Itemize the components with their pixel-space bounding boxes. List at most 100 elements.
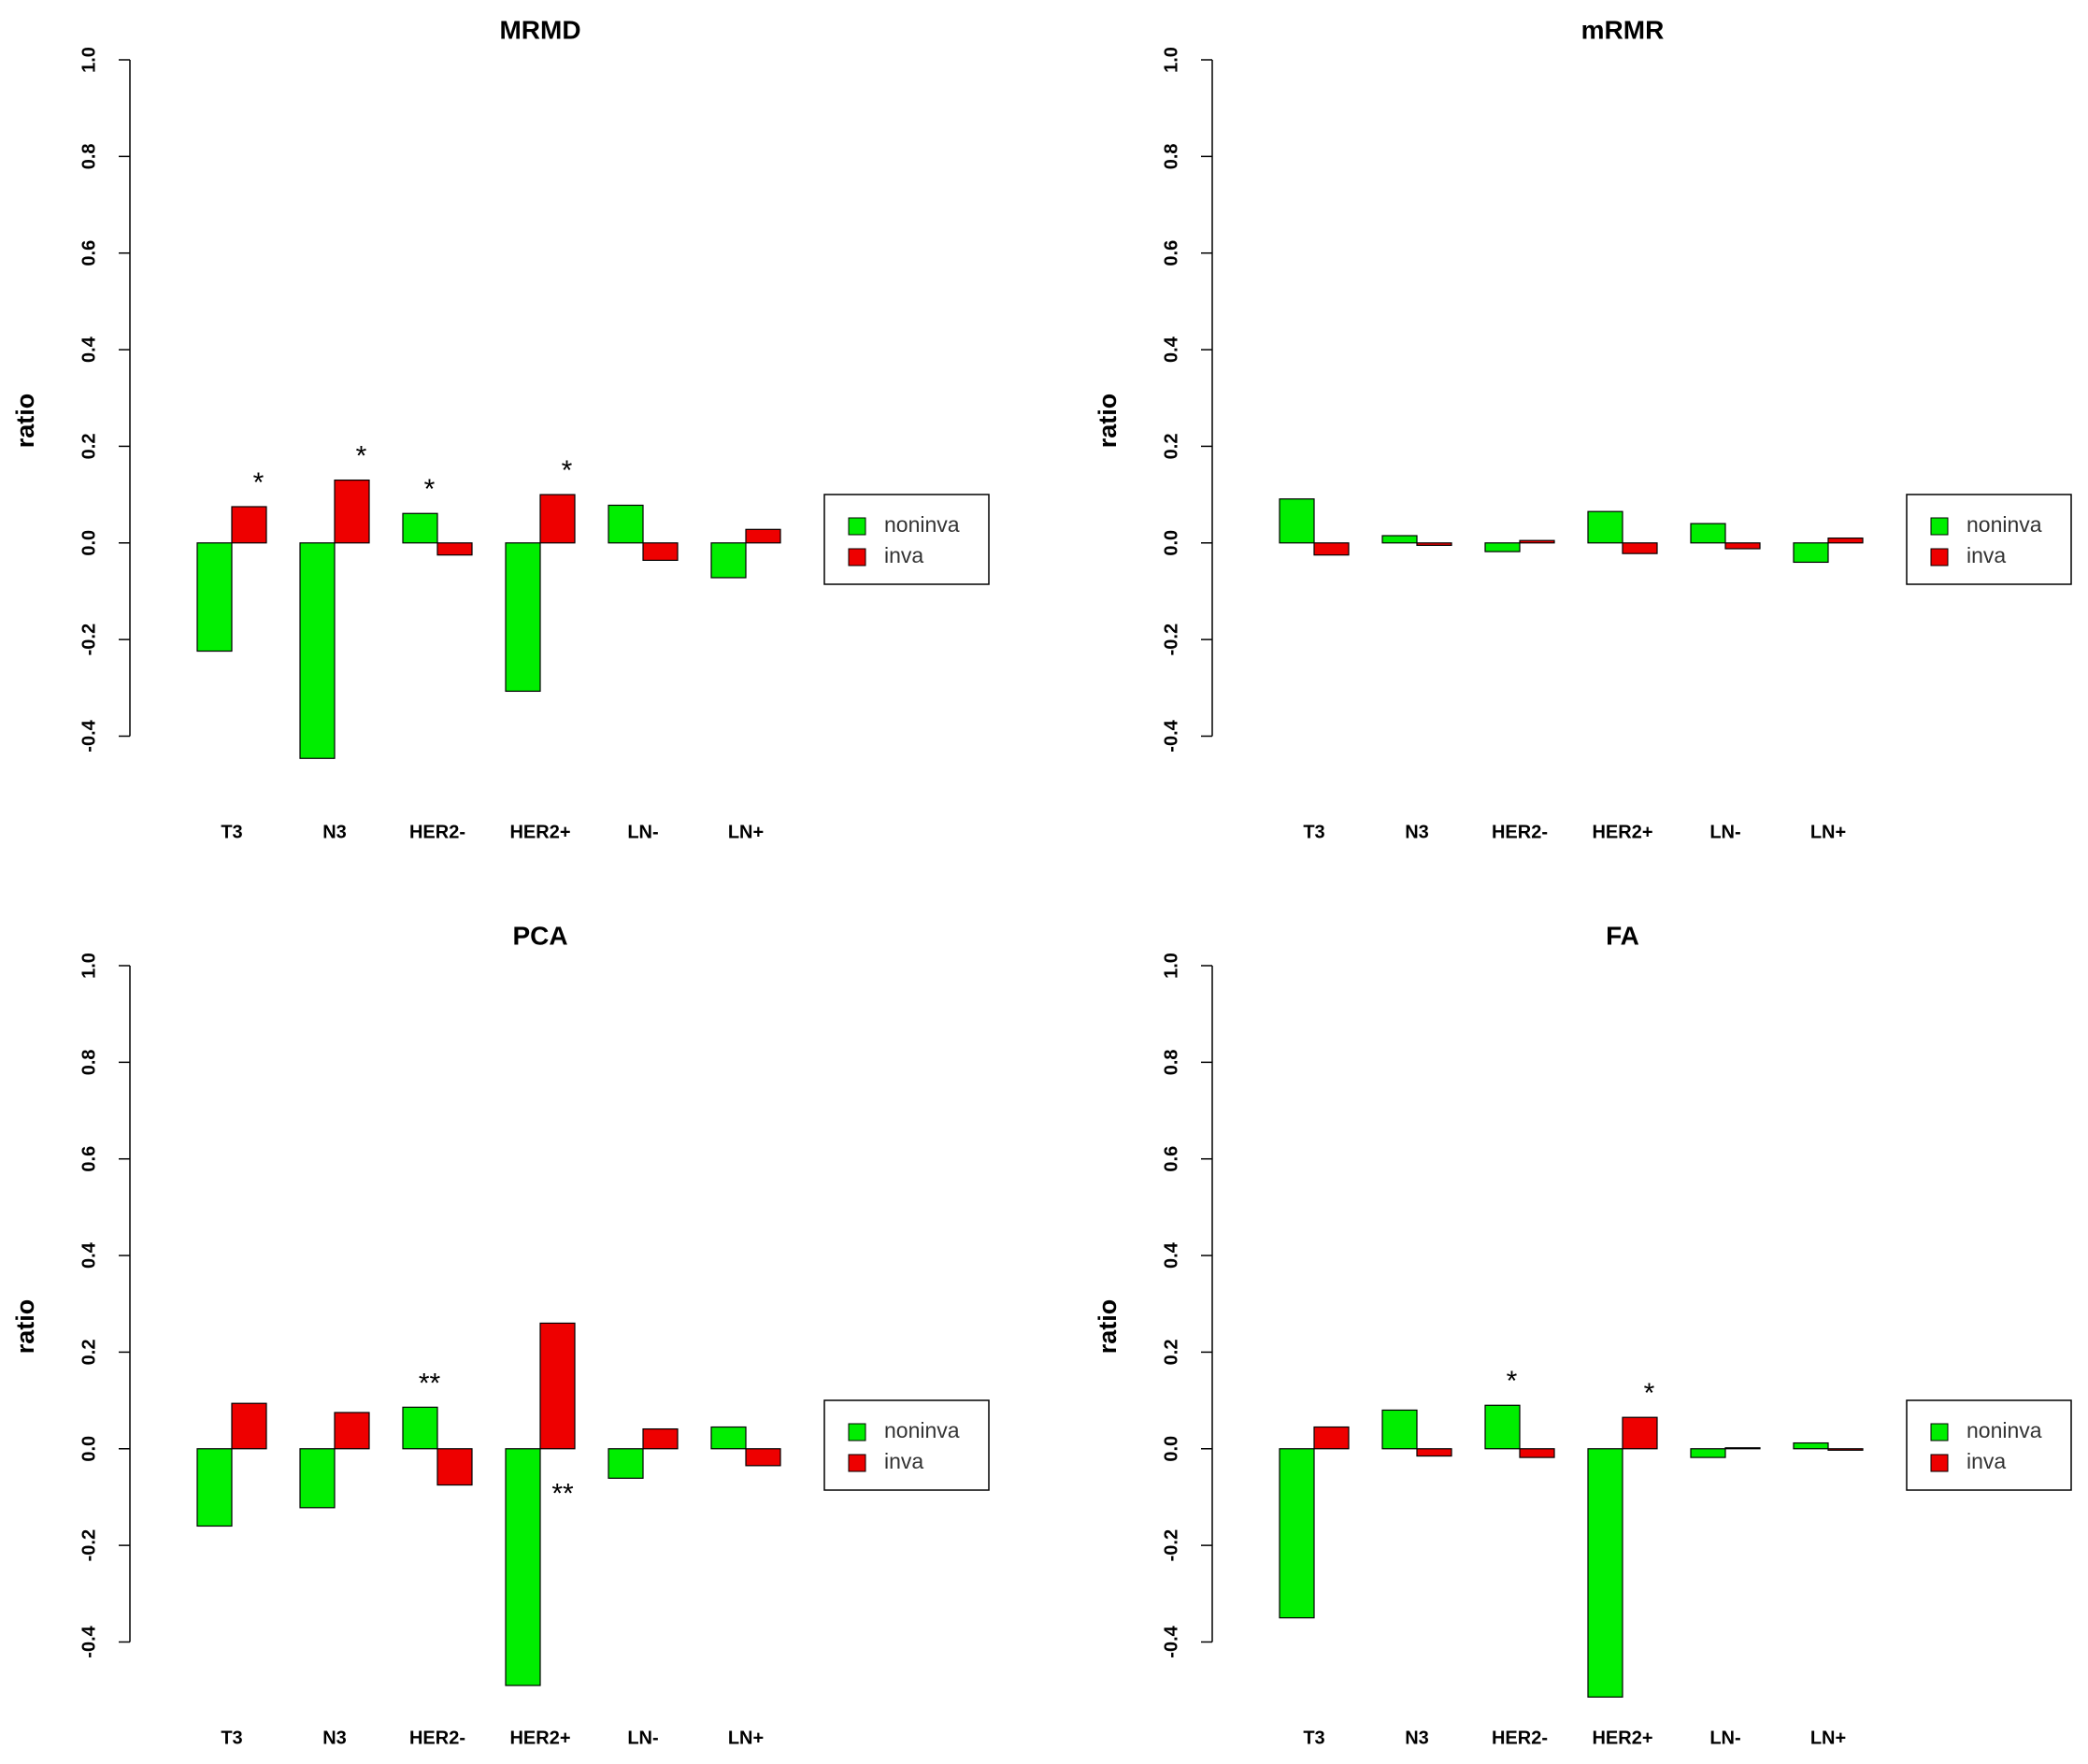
bar — [745, 528, 781, 544]
significance-annotation: * — [562, 455, 573, 486]
chart-panel: MRMD ratio -0.4 -0.2 0.0 0.2 0.4 0.6 0.8 1.0 T3 * N3… — [11, 15, 990, 842]
x-category-label: HER2- — [409, 1728, 465, 1748]
chart-title: PCA — [512, 921, 567, 950]
legend-label: noninva — [1966, 512, 2042, 537]
y-tick-label: 0.8 — [1161, 1049, 1181, 1075]
legend-label: inva — [884, 543, 923, 567]
legend-swatch — [1930, 517, 1949, 536]
legend-label: noninva — [884, 512, 960, 537]
x-category-label: HER2- — [1492, 822, 1548, 842]
legend-box — [823, 494, 990, 585]
y-tick-label: 0.2 — [79, 1340, 99, 1366]
bar — [1827, 538, 1864, 544]
bar — [642, 542, 679, 561]
legend-label: inva — [1966, 543, 2006, 567]
legend-label: noninva — [1966, 1418, 2042, 1442]
bar — [608, 1448, 644, 1479]
significance-annotation: * — [1507, 1366, 1518, 1397]
x-category-label: N3 — [1405, 1728, 1429, 1748]
x-category-label: HER2+ — [1592, 822, 1652, 842]
legend-label: inva — [1966, 1449, 2006, 1473]
bar — [539, 1322, 576, 1450]
x-category-label: HER2+ — [509, 1728, 570, 1748]
bar — [642, 1427, 679, 1450]
y-tick-label: -0.2 — [79, 624, 99, 655]
y-tick-label: 0.6 — [1161, 240, 1181, 266]
y-tick-label: 0.4 — [1161, 336, 1181, 363]
y-tick-label: 0.4 — [79, 1241, 99, 1269]
bar — [196, 1448, 233, 1527]
legend-swatch — [848, 517, 866, 536]
legend-swatch — [1930, 1454, 1949, 1472]
y-tick-label: 1.0 — [79, 47, 99, 73]
y-tick-label: 0.4 — [1161, 1241, 1181, 1269]
significance-annotation: * — [253, 467, 265, 498]
bar — [196, 542, 233, 653]
legend-swatch — [848, 1423, 866, 1441]
bar — [334, 1412, 370, 1450]
x-category-label: T3 — [1303, 822, 1324, 842]
y-tick-label: 0.6 — [79, 240, 99, 266]
y-tick-label: 0.0 — [79, 1436, 99, 1462]
significance-annotation: ** — [419, 1368, 441, 1398]
y-tick-label: 0.8 — [79, 1049, 99, 1075]
bar — [1622, 542, 1658, 554]
bar — [402, 512, 438, 544]
y-tick-label: -0.4 — [1161, 719, 1181, 752]
bar — [436, 542, 473, 556]
x-category-label: T3 — [221, 822, 242, 842]
bar — [1587, 1448, 1623, 1698]
bar — [1690, 1448, 1726, 1458]
bar — [402, 1406, 438, 1450]
bar — [1416, 542, 1452, 546]
bar — [231, 506, 267, 544]
bar — [1690, 523, 1726, 544]
chart-panel: mRMR ratio -0.4 -0.2 0.0 0.2 0.4 0.6 0.8 1.0 T3 N3 H… — [1094, 15, 2072, 842]
y-tick-label: 0.0 — [1161, 530, 1181, 556]
bar — [1381, 535, 1418, 544]
bar — [1519, 539, 1555, 544]
bar — [299, 542, 336, 759]
bar — [1484, 1404, 1521, 1450]
bar — [1313, 542, 1350, 556]
bar — [1381, 1409, 1418, 1450]
x-category-label: LN+ — [1810, 822, 1846, 842]
x-category-label: LN- — [1709, 1728, 1740, 1748]
legend-swatch — [848, 548, 866, 566]
y-tick-label: -0.2 — [79, 1529, 99, 1561]
bar — [1416, 1448, 1452, 1457]
x-category-label: LN- — [1709, 822, 1740, 842]
legend-box — [823, 1399, 990, 1491]
significance-annotation: * — [424, 474, 436, 505]
chart-title: FA — [1606, 921, 1639, 950]
x-category-label: LN+ — [1810, 1728, 1846, 1748]
bar — [1587, 510, 1623, 544]
y-axis-label: ratio — [11, 1299, 39, 1355]
significance-annotation: ** — [551, 1479, 574, 1510]
x-category-label: N3 — [322, 1728, 347, 1748]
y-tick-label: 0.0 — [79, 530, 99, 556]
x-category-label: LN+ — [728, 1728, 764, 1748]
x-category-label: N3 — [1405, 822, 1429, 842]
y-axis-label: ratio — [1094, 1299, 1122, 1355]
y-tick-label: 1.0 — [79, 953, 99, 979]
bar — [1827, 1448, 1864, 1451]
y-axis-label: ratio — [11, 394, 39, 449]
x-category-label: HER2- — [409, 822, 465, 842]
x-category-label: LN+ — [728, 822, 764, 842]
legend-swatch — [1930, 548, 1949, 566]
y-tick-label: -0.2 — [1161, 624, 1181, 655]
significance-annotation: * — [1644, 1378, 1655, 1409]
bar — [608, 504, 644, 544]
y-tick-label: 0.8 — [1161, 143, 1181, 169]
y-tick-label: 0.2 — [1161, 1340, 1181, 1366]
bar — [710, 1426, 747, 1450]
y-tick-label: 0.6 — [79, 1146, 99, 1172]
legend-label: noninva — [884, 1418, 960, 1442]
legend-label: inva — [884, 1449, 923, 1473]
x-category-label: T3 — [221, 1728, 242, 1748]
bar — [1793, 1441, 1829, 1450]
legend-box — [1906, 1399, 2072, 1491]
y-tick-label: -0.4 — [79, 719, 99, 752]
bar — [745, 1448, 781, 1467]
